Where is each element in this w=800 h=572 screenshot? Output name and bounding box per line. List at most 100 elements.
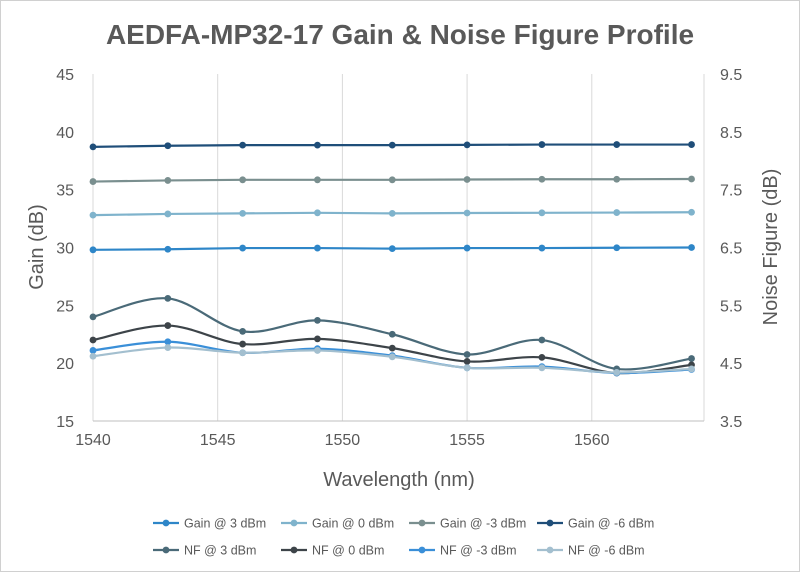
y2-axis-title: Noise Figure (dB): [760, 169, 782, 326]
legend-item: NF @ -6 dBm: [537, 544, 645, 558]
data-point: [688, 365, 695, 373]
data-point: [688, 244, 695, 251]
legend-swatch-marker: [162, 546, 170, 554]
series-gain-3-dbm: [89, 175, 695, 185]
data-point: [89, 352, 97, 360]
legend-item: Gain @ -6 dBm: [537, 517, 654, 531]
y2-tick-label: 3.5: [720, 414, 742, 431]
series-nf-0-dbm: [89, 322, 695, 377]
legend-swatch-marker: [418, 546, 426, 554]
legend-swatch-marker: [546, 519, 554, 527]
data-point: [613, 175, 621, 183]
data-point: [538, 141, 546, 148]
series-gain-0-dbm: [89, 208, 695, 219]
y2-tick-label: 4.5: [720, 356, 742, 373]
y-tick-label: 25: [56, 298, 74, 315]
data-point: [164, 294, 172, 302]
data-point: [164, 177, 172, 184]
data-point: [239, 141, 247, 149]
y-tick-label: 15: [56, 414, 74, 431]
data-point: [463, 358, 471, 365]
data-point: [463, 176, 471, 183]
data-point: [388, 245, 396, 253]
legend-item: NF @ -3 dBm: [409, 544, 517, 558]
y2-tick-label: 8.5: [720, 125, 742, 142]
legend-swatch-marker: [546, 546, 554, 554]
x-tick-label: 1560: [574, 432, 610, 449]
legend-label: Gain @ 0 dBm: [312, 517, 394, 531]
legend-swatch-marker: [418, 519, 426, 527]
data-point: [239, 209, 247, 217]
data-point: [463, 141, 471, 149]
data-point: [688, 175, 695, 183]
data-point: [688, 141, 695, 148]
x-axis-title: Wavelength (nm): [323, 469, 475, 491]
data-point: [89, 347, 97, 354]
series-gain-6-dbm: [89, 141, 695, 151]
legend-label: NF @ -6 dBm: [568, 544, 645, 558]
data-point: [239, 340, 247, 348]
data-point: [164, 210, 172, 218]
legend-item: NF @ 3 dBm: [153, 544, 256, 558]
data-point: [463, 351, 471, 358]
y2-tick-label: 5.5: [720, 298, 742, 315]
data-point: [688, 208, 695, 216]
data-point: [314, 141, 321, 149]
data-point: [388, 141, 396, 149]
series-layer: [89, 141, 695, 377]
data-point: [538, 353, 546, 361]
x-tick-label: 1550: [325, 432, 361, 449]
legend-label: NF @ 3 dBm: [184, 544, 256, 558]
legend-swatch-marker: [290, 546, 298, 554]
data-point: [314, 244, 321, 252]
x-tick-label: 1555: [449, 432, 485, 449]
y-tick-label: 45: [56, 67, 74, 84]
legend-label: NF @ 0 dBm: [312, 544, 384, 558]
data-point: [388, 353, 396, 361]
data-point: [538, 244, 546, 252]
data-point: [463, 244, 471, 252]
data-point: [164, 245, 172, 253]
data-point: [314, 176, 321, 184]
data-point: [314, 209, 321, 217]
data-point: [89, 211, 97, 219]
data-point: [314, 335, 321, 343]
data-point: [688, 355, 695, 362]
data-point: [89, 178, 97, 185]
legend-swatch-marker: [162, 519, 170, 527]
data-point: [613, 244, 621, 252]
data-point: [388, 330, 396, 338]
y-tick-label: 35: [56, 183, 74, 200]
legend-item: NF @ 0 dBm: [281, 544, 384, 558]
data-point: [314, 316, 321, 324]
data-point: [314, 347, 321, 354]
data-point: [538, 364, 546, 372]
data-point: [538, 209, 546, 217]
data-point: [239, 327, 247, 335]
data-point: [89, 336, 97, 344]
y2-tick-label: 7.5: [720, 183, 742, 200]
legend: Gain @ 3 dBm Gain @ 0 dBm Gain @ -3 dBm Gai…: [153, 517, 654, 558]
data-point: [463, 364, 471, 372]
data-point: [613, 369, 621, 376]
data-point: [538, 175, 546, 183]
data-point: [164, 322, 172, 329]
data-point: [164, 142, 172, 150]
series-nf-6-dbm: [89, 344, 695, 376]
data-point: [89, 143, 97, 151]
legend-label: Gain @ -3 dBm: [440, 517, 526, 531]
y2-tick-label: 6.5: [720, 241, 742, 258]
data-point: [538, 336, 546, 344]
legend-swatch-marker: [290, 519, 298, 527]
y-axis-title: Gain (dB): [26, 204, 48, 290]
y-tick-label: 30: [56, 241, 74, 258]
legend-label: Gain @ -6 dBm: [568, 517, 654, 531]
legend-item: Gain @ 3 dBm: [153, 517, 266, 531]
data-point: [239, 176, 247, 184]
data-point: [463, 209, 471, 217]
axis-layer: 1540 1545 1550 1555 1560 15 20 25 30 35 40 45 3.5 4.5…: [56, 67, 742, 449]
y-tick-label: 40: [56, 125, 74, 142]
data-point: [613, 209, 621, 216]
series-gain-3-dbm: [89, 244, 695, 254]
